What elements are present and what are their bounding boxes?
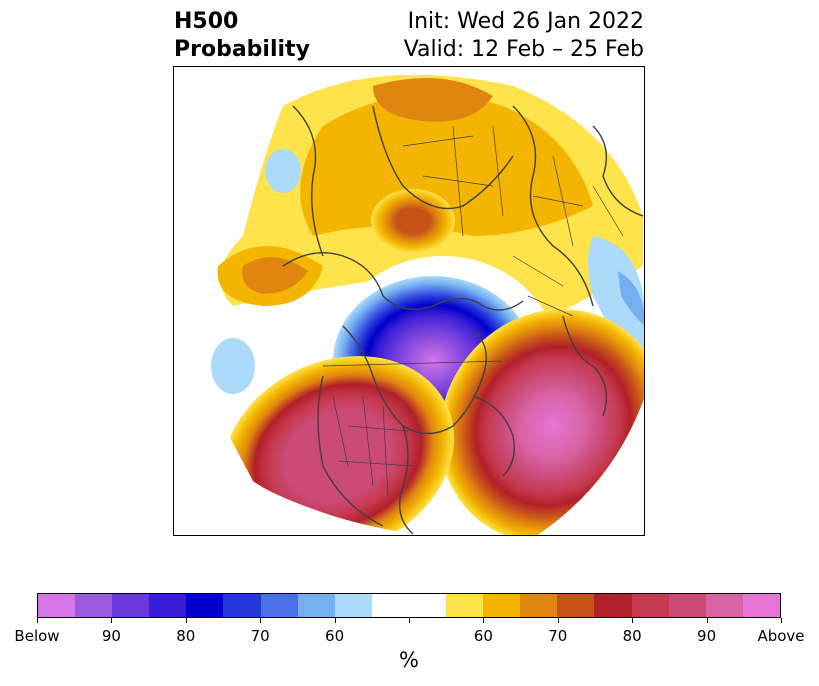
colorbar-tick-mark bbox=[37, 618, 38, 623]
colorbar-tick-label: 90 bbox=[697, 627, 717, 645]
colorbar-unit-label: % bbox=[399, 648, 419, 672]
colorbar-tick-label: 60 bbox=[325, 627, 345, 645]
colorbar-below-segment bbox=[223, 594, 261, 617]
colorbar-tick-mark bbox=[781, 618, 782, 623]
colorbar-tick-label: Below bbox=[14, 627, 60, 645]
probability-map bbox=[173, 66, 645, 536]
colorbar-above-segment bbox=[594, 594, 632, 617]
colorbar-tick-mark bbox=[483, 618, 485, 623]
colorbar bbox=[37, 593, 781, 618]
colorbar-below-segment bbox=[38, 594, 76, 617]
colorbar-tick-label: 90 bbox=[101, 627, 121, 645]
colorbar-tick-mark bbox=[334, 618, 336, 623]
valid-range-label: Valid: 12 Feb – 25 Feb bbox=[403, 37, 644, 62]
colorbar-above-segment bbox=[446, 594, 484, 617]
colorbar-above-segment bbox=[520, 594, 558, 617]
colorbar-neutral-segment bbox=[371, 594, 447, 617]
colorbar-tick-mark bbox=[185, 618, 187, 623]
map-title: H500 Probability bbox=[174, 8, 310, 64]
colorbar-below-segment bbox=[186, 594, 224, 617]
colorbar-tick-label: 70 bbox=[548, 627, 568, 645]
colorbar-tick-label: 80 bbox=[176, 627, 196, 645]
colorbar-above-segment bbox=[742, 594, 780, 617]
colorbar-tick-mark bbox=[557, 618, 559, 623]
colorbar-tick-mark bbox=[260, 618, 262, 623]
colorbar-below-segment bbox=[149, 594, 187, 617]
colorbar-tick-label: 80 bbox=[622, 627, 642, 645]
colorbar-below-segment bbox=[260, 594, 298, 617]
colorbar-tick-mark bbox=[632, 618, 634, 623]
forecast-dates: Init: Wed 26 Jan 2022 Valid: 12 Feb – 25… bbox=[404, 8, 644, 64]
colorbar-tick-mark bbox=[706, 618, 708, 623]
siberia-anomaly bbox=[371, 189, 455, 253]
colorbar-below-segment bbox=[297, 594, 335, 617]
colorbar-above-segment bbox=[631, 594, 669, 617]
title-line-2: Probability bbox=[174, 37, 310, 62]
colorbar-above-segment bbox=[705, 594, 743, 617]
colorbar-below-segment bbox=[334, 594, 372, 617]
colorbar-tick-label: Above bbox=[757, 627, 805, 645]
colorbar-above-segment bbox=[668, 594, 706, 617]
colorbar-above-segment bbox=[483, 594, 521, 617]
colorbar-tick-label: 70 bbox=[250, 627, 270, 645]
colorbar-tick-mark bbox=[111, 618, 113, 623]
colorbar-tick-label: 60 bbox=[473, 627, 493, 645]
coastlines bbox=[282, 105, 644, 535]
init-date-label: Init: Wed 26 Jan 2022 bbox=[407, 9, 644, 34]
colorbar-tick-mark bbox=[409, 618, 410, 623]
colorbar-below-segment bbox=[75, 594, 113, 617]
colorbar-above-segment bbox=[557, 594, 595, 617]
title-line-1: H500 bbox=[174, 9, 239, 34]
probability-fields bbox=[173, 66, 645, 536]
colorbar-below-segment bbox=[112, 594, 150, 617]
map-border bbox=[173, 66, 645, 536]
country-borders bbox=[322, 125, 624, 497]
